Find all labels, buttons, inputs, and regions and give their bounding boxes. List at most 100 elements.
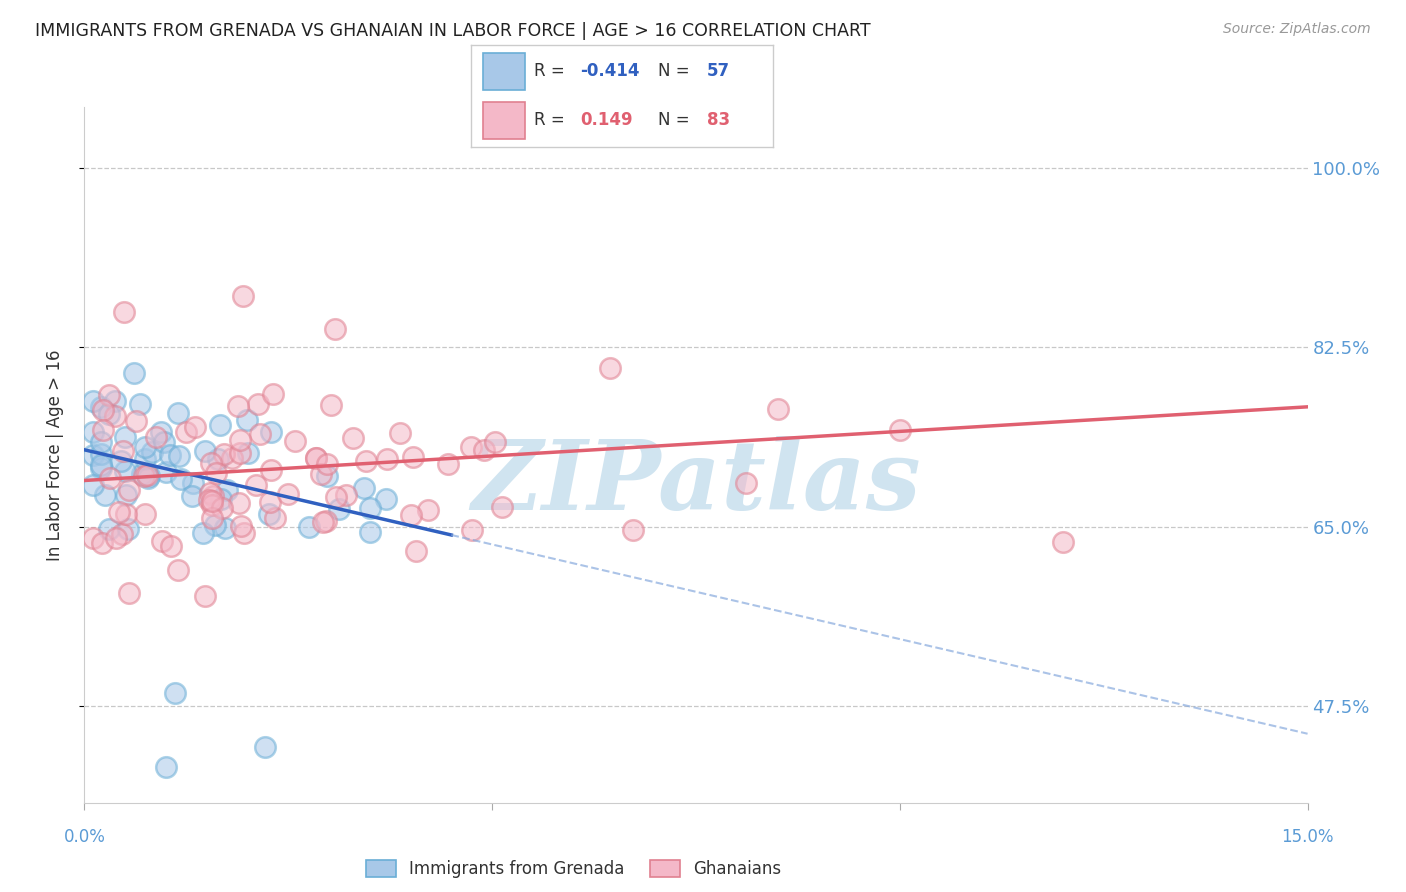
Point	[221, 450, 243, 465]
Point	[114, 464, 136, 478]
Point	[207, 451, 229, 466]
Point	[131, 467, 153, 481]
Point	[204, 518, 226, 533]
Point	[284, 434, 307, 448]
Point	[461, 523, 484, 537]
Point	[315, 514, 337, 528]
Point	[323, 322, 346, 336]
Text: 83: 83	[707, 111, 730, 129]
Point	[115, 507, 138, 521]
Point	[312, 515, 335, 529]
Point	[150, 425, 173, 440]
Point	[254, 739, 277, 754]
Point	[105, 531, 128, 545]
Point	[117, 522, 139, 536]
Point	[90, 535, 112, 549]
Point	[153, 434, 176, 449]
Point	[155, 465, 177, 479]
Point	[491, 500, 513, 515]
Point	[136, 470, 159, 484]
Point	[117, 483, 139, 497]
Point	[375, 452, 398, 467]
Bar	[484, 53, 526, 90]
Point	[115, 488, 138, 502]
Legend: Immigrants from Grenada, Ghanaians: Immigrants from Grenada, Ghanaians	[360, 854, 787, 885]
Point	[262, 387, 284, 401]
Point	[145, 430, 167, 444]
Point	[194, 443, 217, 458]
Point	[110, 454, 132, 468]
Point	[141, 445, 163, 459]
Point	[201, 499, 224, 513]
Point	[599, 361, 621, 376]
Point	[170, 472, 193, 486]
Point	[245, 477, 267, 491]
Point	[437, 457, 460, 471]
Text: R =: R =	[534, 111, 575, 129]
Point	[82, 448, 104, 462]
Point	[82, 394, 104, 409]
Point	[402, 450, 425, 464]
Point	[405, 543, 427, 558]
Point	[316, 469, 339, 483]
Point	[125, 415, 148, 429]
Point	[194, 589, 217, 603]
Text: -0.414: -0.414	[579, 62, 640, 79]
Point	[107, 505, 129, 519]
Point	[103, 394, 125, 409]
Point	[766, 402, 789, 417]
Point	[238, 446, 260, 460]
Point	[228, 495, 250, 509]
Point	[335, 488, 357, 502]
Point	[214, 521, 236, 535]
Text: 0.0%: 0.0%	[63, 829, 105, 847]
Point	[167, 563, 190, 577]
Point	[91, 423, 114, 437]
Point	[229, 445, 252, 459]
Point	[138, 469, 160, 483]
Point	[316, 457, 339, 471]
Point	[90, 434, 112, 449]
Point	[209, 417, 232, 432]
Point	[399, 508, 422, 522]
Point	[97, 407, 120, 421]
Point	[93, 488, 115, 502]
Point	[198, 486, 221, 500]
Point	[259, 495, 281, 509]
Point	[211, 492, 233, 507]
Point	[134, 452, 156, 467]
Point	[159, 540, 181, 554]
Point	[232, 289, 254, 303]
Bar	[484, 102, 526, 139]
Point	[233, 525, 256, 540]
Point	[211, 501, 233, 516]
Point	[356, 454, 378, 468]
Text: 15.0%: 15.0%	[1281, 829, 1334, 847]
Point	[249, 427, 271, 442]
Point	[236, 413, 259, 427]
Point	[247, 396, 270, 410]
Point	[167, 449, 190, 463]
Point	[129, 397, 152, 411]
Point	[111, 526, 134, 541]
Text: N =: N =	[658, 111, 696, 129]
Y-axis label: In Labor Force | Age > 16: In Labor Force | Age > 16	[45, 349, 63, 561]
Point	[159, 448, 181, 462]
Point	[416, 503, 439, 517]
Point	[198, 492, 221, 507]
Point	[260, 463, 283, 477]
Point	[132, 469, 155, 483]
Point	[260, 425, 283, 440]
Point	[200, 457, 222, 471]
Point	[134, 507, 156, 521]
Point	[305, 451, 328, 466]
Text: 0.149: 0.149	[579, 111, 633, 129]
Point	[91, 402, 114, 417]
Point	[90, 460, 112, 475]
Point	[263, 511, 285, 525]
Point	[735, 476, 758, 491]
Text: IMMIGRANTS FROM GRENADA VS GHANAIAN IN LABOR FORCE | AGE > 16 CORRELATION CHART: IMMIGRANTS FROM GRENADA VS GHANAIAN IN L…	[35, 22, 870, 40]
Point	[889, 423, 911, 437]
Point	[82, 531, 104, 545]
Point	[353, 481, 375, 495]
